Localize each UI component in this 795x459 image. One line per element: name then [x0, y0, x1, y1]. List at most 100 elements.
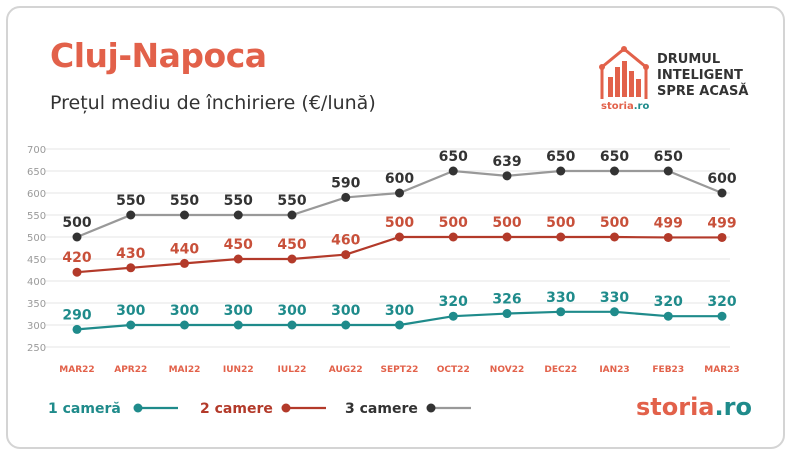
data-point [233, 320, 243, 330]
data-point [556, 166, 566, 176]
data-label: 600 [385, 171, 414, 187]
data-label: 300 [277, 303, 306, 319]
data-point [395, 232, 404, 242]
data-label: 590 [331, 175, 360, 191]
footer-logo[interactable]: storia.ro [636, 393, 752, 421]
data-point [180, 320, 189, 330]
x-tick-label: MAR23 [704, 365, 739, 375]
data-point [341, 320, 351, 330]
data-point [287, 254, 297, 264]
y-tick-label: 700 [27, 145, 46, 156]
x-tick-label: DEC22 [544, 365, 577, 375]
data-point [395, 320, 404, 330]
y-tick-label: 350 [27, 299, 46, 310]
data-point [610, 232, 619, 242]
data-label: 330 [600, 290, 629, 306]
x-tick-label: AUG22 [329, 365, 363, 375]
data-label: 450 [224, 237, 253, 253]
data-label: 300 [116, 303, 145, 319]
data-point [717, 311, 727, 321]
data-label: 330 [546, 290, 575, 306]
chart-card [6, 6, 785, 449]
legend-label: 1 cameră [48, 401, 121, 417]
data-point [395, 188, 404, 198]
data-label: 320 [707, 294, 736, 310]
x-tick-label: SEPT22 [381, 365, 419, 375]
data-label: 500 [546, 215, 575, 231]
data-label: 499 [707, 215, 736, 231]
data-label: 460 [331, 233, 360, 249]
data-point [448, 166, 458, 176]
y-tick-label: 650 [27, 167, 46, 178]
x-tick-label: OCT22 [437, 365, 470, 375]
x-tick-label: MAI22 [169, 365, 201, 375]
data-point [663, 166, 673, 176]
brand-small-logo: storia.ro [601, 101, 650, 112]
data-label: 550 [170, 193, 199, 209]
data-point [233, 254, 243, 264]
data-point [72, 267, 82, 277]
y-tick-label: 400 [27, 277, 46, 288]
data-label: 500 [439, 215, 468, 231]
brand-tagline: DRUMUL INTELIGENT SPRE ACASĂ [657, 52, 749, 99]
y-tick-label: 250 [27, 343, 46, 354]
data-point [126, 210, 136, 220]
data-label: 650 [654, 149, 683, 165]
data-point [610, 307, 619, 317]
data-point [663, 311, 673, 321]
data-label: 550 [224, 193, 253, 209]
data-point [502, 171, 512, 181]
data-point [448, 311, 458, 321]
data-label: 326 [492, 292, 521, 308]
data-point [341, 192, 351, 202]
data-label: 550 [116, 193, 145, 209]
chart-subtitle: Prețul mediu de închiriere (€/lună) [50, 92, 376, 114]
data-label: 650 [546, 149, 575, 165]
data-label: 499 [654, 215, 683, 231]
data-point [287, 320, 297, 330]
legend-label: 3 camere [345, 401, 418, 417]
data-point [448, 232, 458, 242]
data-label: 650 [439, 149, 468, 165]
data-point [126, 320, 136, 330]
y-tick-label: 500 [27, 233, 46, 244]
y-tick-label: 550 [27, 211, 46, 222]
x-tick-label: APR22 [114, 365, 147, 375]
data-label: 290 [62, 307, 91, 323]
legend-marker [281, 403, 291, 413]
x-tick-label: NOV22 [490, 365, 524, 375]
data-point [717, 188, 727, 198]
x-tick-label: MAR22 [59, 365, 94, 375]
x-tick-label: IUN22 [223, 365, 254, 375]
data-label: 500 [492, 215, 521, 231]
data-label: 320 [439, 294, 468, 310]
y-tick-label: 300 [27, 321, 46, 332]
legend-label: 2 camere [200, 401, 273, 417]
data-point [233, 210, 243, 220]
data-label: 300 [385, 303, 414, 319]
data-point [556, 307, 566, 317]
data-point [72, 232, 82, 242]
data-label: 500 [600, 215, 629, 231]
data-point [502, 309, 512, 319]
legend-marker [133, 403, 143, 413]
x-tick-label: IUL22 [278, 365, 307, 375]
data-point [556, 232, 566, 242]
data-label: 300 [224, 303, 253, 319]
data-label: 440 [170, 241, 199, 257]
data-label: 450 [277, 237, 306, 253]
x-tick-label: FEB23 [652, 365, 684, 375]
data-label: 600 [707, 171, 736, 187]
data-point [180, 210, 189, 220]
y-tick-label: 450 [27, 255, 46, 266]
data-label: 500 [385, 215, 414, 231]
data-label: 639 [492, 154, 521, 170]
data-point [341, 250, 351, 260]
data-label: 420 [62, 250, 91, 266]
data-label: 300 [170, 303, 199, 319]
data-point [287, 210, 297, 220]
data-label: 300 [331, 303, 360, 319]
data-label: 500 [62, 215, 91, 231]
data-point [72, 324, 82, 334]
